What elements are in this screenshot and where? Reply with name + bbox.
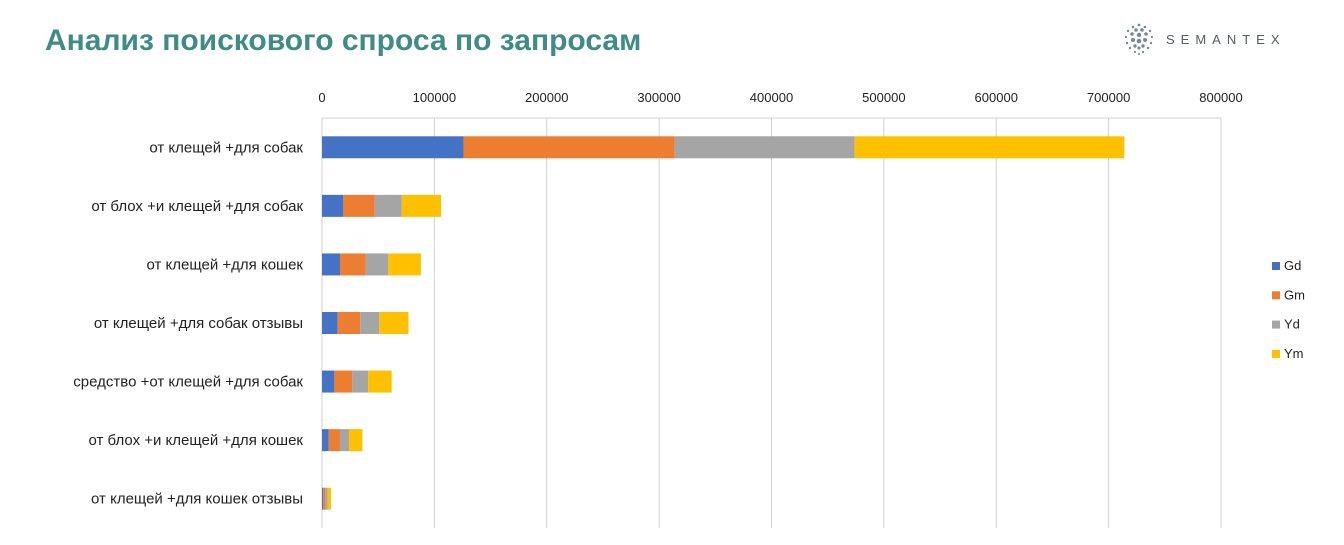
x-tick-label: 800000 — [1199, 90, 1242, 105]
bar-segment-gm — [323, 487, 326, 510]
bar-segment-gm — [463, 136, 675, 159]
category-label: от клещей +для собак — [149, 139, 303, 156]
legend-swatch-gm — [1272, 291, 1280, 300]
bar-segment-gd — [322, 312, 338, 334]
bar-segment-yd — [325, 487, 328, 510]
bar-segment-yd — [365, 253, 389, 276]
category-label: от блох +и клещей +для кошек — [89, 432, 304, 449]
bar-segment-gm — [343, 194, 375, 217]
page-title: Анализ поискового спроса по запросам — [45, 24, 642, 57]
bar-segment-ym — [368, 370, 392, 393]
category-label: от блох +и клещей +для собак — [91, 198, 303, 215]
x-tick-label: 100000 — [413, 90, 456, 105]
bar-segment-ym — [327, 487, 331, 510]
x-axis-ticks: 0 100000 200000 300000 400000 500000 600000 700… — [318, 90, 1242, 105]
bar-segment-ym — [348, 429, 363, 452]
bar-segment-yd — [339, 429, 349, 452]
x-tick-label: 500000 — [862, 90, 905, 105]
legend-label-gd: Gd — [1284, 258, 1301, 273]
bars — [322, 136, 1125, 510]
bar-segment-yd — [674, 136, 855, 159]
category-label: от клещей +для кошек — [146, 256, 303, 273]
x-tick-label: 300000 — [637, 90, 680, 105]
legend-swatch-yd — [1272, 320, 1280, 329]
x-tick-label: 400000 — [750, 90, 793, 105]
bar-segment-ym — [388, 253, 421, 276]
bar-segment-yd — [374, 194, 402, 217]
x-tick-label: 600000 — [975, 90, 1018, 105]
bar-segment-gd — [322, 487, 324, 510]
bar-segment-gd — [322, 136, 464, 159]
bar-segment-gm — [339, 253, 366, 276]
bar-segment-yd — [360, 312, 380, 334]
bar-segment-gm — [337, 312, 361, 334]
grid-lines — [321, 117, 1222, 528]
legend-label-yd: Yd — [1284, 317, 1300, 332]
legend-label-ym: Ym — [1284, 346, 1304, 361]
category-label: от клещей +для кошек отзывы — [91, 491, 303, 508]
category-label: от клещей +для собак отзывы — [94, 315, 303, 332]
x-tick-label: 200000 — [525, 90, 568, 105]
bar-segment-gm — [328, 429, 340, 452]
legend-label-gm: Gm — [1284, 287, 1305, 302]
category-labels: от клещей +для собак от блох +и клещей +д… — [73, 139, 303, 507]
bar-segment-gd — [322, 370, 335, 393]
legend-swatch-ym — [1272, 349, 1280, 358]
bar-segment-gd — [322, 429, 329, 452]
dot-sphere-icon — [1124, 23, 1154, 55]
x-tick-label: 700000 — [1087, 90, 1130, 105]
bar-segment-ym — [401, 194, 442, 217]
bar-segment-gd — [322, 253, 340, 276]
bar-segment-yd — [352, 370, 369, 393]
bar-segment-gd — [322, 194, 344, 217]
logo-wordmark: SEMANTEX — [1166, 31, 1286, 47]
bar-segment-gm — [334, 370, 353, 393]
legend: Gd Gm Yd Ym — [1272, 258, 1305, 361]
bar-segment-ym — [854, 136, 1125, 159]
x-tick-label: 0 — [318, 90, 325, 105]
category-label: средство +от клещей +для собак — [73, 374, 303, 391]
semantex-logo: SEMANTEX — [1122, 22, 1286, 56]
bar-segment-ym — [379, 312, 409, 334]
legend-swatch-gd — [1272, 262, 1280, 270]
